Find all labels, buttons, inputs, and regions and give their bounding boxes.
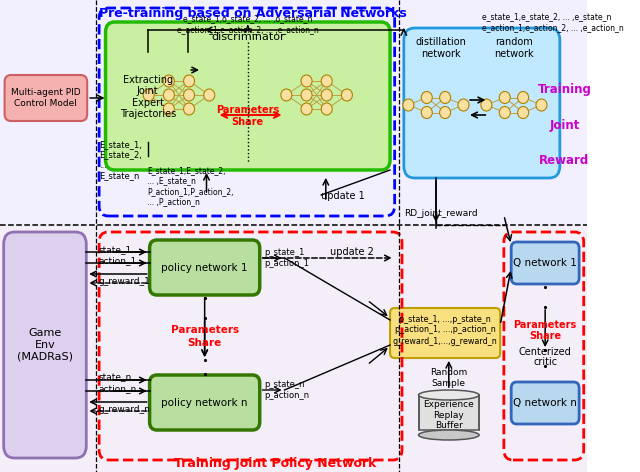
Text: Extracting
Joint
Expert
Trajectories: Extracting Joint Expert Trajectories xyxy=(120,75,176,119)
Text: Reward: Reward xyxy=(540,153,589,167)
Text: state_n: state_n xyxy=(98,373,131,382)
Circle shape xyxy=(301,75,312,87)
Text: Random
Sample: Random Sample xyxy=(430,368,467,388)
Text: critic: critic xyxy=(533,357,557,367)
Circle shape xyxy=(301,89,312,101)
Circle shape xyxy=(143,89,154,101)
Text: action_1: action_1 xyxy=(98,256,136,265)
Text: policy network 1: policy network 1 xyxy=(161,263,248,273)
Bar xyxy=(0,0,588,225)
Circle shape xyxy=(321,103,332,115)
Text: Training: Training xyxy=(538,84,591,96)
Circle shape xyxy=(184,75,195,87)
FancyBboxPatch shape xyxy=(511,382,579,424)
Circle shape xyxy=(421,107,432,118)
Text: Parameters: Parameters xyxy=(513,320,577,330)
Ellipse shape xyxy=(419,390,479,400)
FancyBboxPatch shape xyxy=(106,22,390,170)
Text: Share: Share xyxy=(232,117,264,127)
FancyBboxPatch shape xyxy=(4,75,87,121)
Text: Parameters: Parameters xyxy=(171,325,239,335)
Circle shape xyxy=(536,99,547,111)
Text: Parameters: Parameters xyxy=(216,105,280,115)
Text: e_state_1,o_state_2, ... ,o_state_n
e_action_1,e_action_2, ... ,e_action_n: e_state_1,o_state_2, ... ,o_state_n e_ac… xyxy=(177,14,319,34)
Circle shape xyxy=(184,103,195,115)
Text: Share: Share xyxy=(188,338,222,348)
Text: Experience
Replay
Buffer: Experience Replay Buffer xyxy=(424,400,474,430)
Circle shape xyxy=(518,92,529,103)
FancyBboxPatch shape xyxy=(511,242,579,284)
Circle shape xyxy=(440,92,451,103)
Text: random
network: random network xyxy=(494,37,534,59)
Bar xyxy=(0,225,588,472)
Text: RD_joint_reward: RD_joint_reward xyxy=(404,209,477,218)
Circle shape xyxy=(440,107,451,118)
Circle shape xyxy=(184,89,195,101)
FancyBboxPatch shape xyxy=(108,52,188,142)
Text: p_state_1, ...,p_state_n: p_state_1, ...,p_state_n xyxy=(399,315,491,325)
Ellipse shape xyxy=(419,430,479,440)
Circle shape xyxy=(163,103,174,115)
Text: E_state_1,E_state_2,
... ,E_state_n
P_action_1,P_action_2,
... ,P_action_n: E_state_1,E_state_2, ... ,E_state_n P_ac… xyxy=(147,166,234,206)
Text: Q network 1: Q network 1 xyxy=(513,258,577,268)
Circle shape xyxy=(499,107,510,118)
Circle shape xyxy=(499,92,510,103)
Text: policy network n: policy network n xyxy=(161,398,248,408)
Text: p_state_n
p_action_n: p_state_n p_action_n xyxy=(264,380,310,400)
Text: g_reward_n: g_reward_n xyxy=(98,405,150,413)
Text: p_action_1, ...,p_action_n: p_action_1, ...,p_action_n xyxy=(395,326,495,335)
Circle shape xyxy=(481,99,492,111)
Circle shape xyxy=(301,103,312,115)
Text: g_reward_1,...,g_reward_n: g_reward_1,...,g_reward_n xyxy=(393,337,497,346)
Text: Multi-agent PID
Control Model: Multi-agent PID Control Model xyxy=(11,88,81,108)
FancyBboxPatch shape xyxy=(4,232,86,458)
FancyBboxPatch shape xyxy=(404,28,560,178)
Text: discriminator: discriminator xyxy=(211,32,285,42)
Circle shape xyxy=(163,89,174,101)
Circle shape xyxy=(403,99,414,111)
Circle shape xyxy=(321,89,332,101)
Text: e_state_1,e_state_2, ... ,e_state_n
e_action_1,e_action_2, ... ,e_action_n: e_state_1,e_state_2, ... ,e_state_n e_ac… xyxy=(482,12,623,32)
FancyBboxPatch shape xyxy=(390,308,500,358)
Circle shape xyxy=(458,99,469,111)
Text: Share: Share xyxy=(529,331,561,341)
Text: update 1: update 1 xyxy=(321,191,365,201)
FancyBboxPatch shape xyxy=(150,240,260,295)
Circle shape xyxy=(281,89,292,101)
Text: Training Joint Policy Network: Training Joint Policy Network xyxy=(174,456,376,470)
Text: state_1: state_1 xyxy=(98,245,131,254)
Text: Pre-training based on Adversarial Networks: Pre-training based on Adversarial Networ… xyxy=(99,8,406,20)
FancyBboxPatch shape xyxy=(150,375,260,430)
Text: g_reward_1: g_reward_1 xyxy=(98,277,150,286)
Text: distillation
network: distillation network xyxy=(415,37,466,59)
Text: Q network n: Q network n xyxy=(513,398,577,408)
Circle shape xyxy=(204,89,215,101)
Text: Centerized: Centerized xyxy=(519,347,572,357)
Text: E_state_1,
E_state_2,
...
E_state_n: E_state_1, E_state_2, ... E_state_n xyxy=(99,140,142,180)
Text: Joint: Joint xyxy=(549,118,580,132)
Text: update 2: update 2 xyxy=(330,247,374,257)
Text: p_state_1
p_action_1: p_state_1 p_action_1 xyxy=(264,248,309,268)
Circle shape xyxy=(321,75,332,87)
Circle shape xyxy=(518,107,529,118)
Bar xyxy=(419,395,479,430)
Circle shape xyxy=(421,92,432,103)
Text: action_n: action_n xyxy=(98,385,136,394)
Circle shape xyxy=(341,89,353,101)
Circle shape xyxy=(163,75,174,87)
Text: Game
Env
(MADRaS): Game Env (MADRaS) xyxy=(17,329,73,362)
